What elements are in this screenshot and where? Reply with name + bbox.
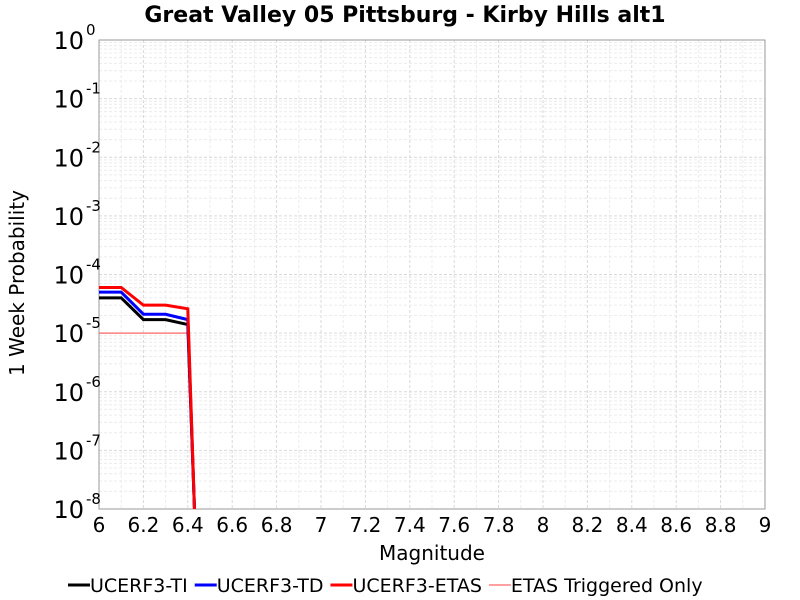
y-tick-exponent: -5	[86, 314, 101, 332]
y-tick-exponent: 0	[86, 21, 96, 39]
y-tick-label: 10 0	[53, 21, 95, 55]
x-tick-label: 7.6	[438, 513, 470, 537]
y-tick-label: 10 -4	[53, 256, 101, 290]
x-axis-label: Magnitude	[379, 541, 485, 565]
series-layer	[99, 286, 196, 510]
y-tick-base: 10	[53, 144, 84, 172]
y-tick-base: 10	[53, 262, 84, 290]
x-tick-label: 6.6	[216, 513, 248, 537]
x-tick-label: 8.8	[705, 513, 737, 537]
x-tick-label: 6.2	[127, 513, 159, 537]
y-tick-exponent: -4	[86, 256, 101, 274]
x-tick-label: 6.4	[172, 513, 204, 537]
y-tick-label: 10 -8	[53, 490, 101, 524]
y-tick-label: 10 -6	[53, 373, 101, 407]
x-tick-label: 7	[315, 513, 328, 537]
y-tick-base: 10	[53, 437, 84, 465]
y-tick-label: 10 -7	[53, 431, 101, 465]
x-tick-label: 8.6	[660, 513, 692, 537]
x-tick-label: 7.4	[394, 513, 426, 537]
y-tick-exponent: -1	[86, 80, 101, 98]
legend-label: UCERF3-ETAS	[352, 575, 481, 597]
y-tick-exponent: -2	[86, 138, 101, 156]
y-tick-label: 10 -2	[53, 138, 101, 172]
grid	[98, 40, 766, 510]
x-tick-label: 6	[93, 513, 106, 537]
y-tick-label: 10 -3	[53, 197, 101, 231]
plot-area-border	[98, 39, 766, 510]
y-tick-base: 10	[53, 320, 84, 348]
legend-label: UCERF3-TI	[90, 575, 188, 597]
series-line-ucerf3-etas	[99, 286, 196, 510]
y-tick-base: 10	[53, 203, 84, 231]
y-tick-exponent: -8	[86, 490, 101, 508]
legend-label: ETAS Triggered Only	[511, 575, 703, 597]
x-tick-label: 9	[759, 513, 772, 537]
x-tick-label: 7.2	[349, 513, 381, 537]
y-tick-exponent: -7	[86, 431, 101, 449]
y-tick-exponent: -3	[86, 197, 101, 215]
y-tick-label: 10 -1	[53, 80, 101, 114]
y-tick-base: 10	[53, 86, 84, 114]
x-tick-label: 8.4	[616, 513, 648, 537]
y-tick-base: 10	[53, 379, 84, 407]
x-tick-label: 7.8	[483, 513, 515, 537]
y-axis-label: 1 Week Probability	[5, 190, 29, 376]
y-tick-base: 10	[53, 496, 84, 524]
y-tick-label: 10 -5	[53, 314, 101, 348]
legend-label: UCERF3-TD	[217, 575, 324, 597]
chart-title: Great Valley 05 Pittsburg - Kirby Hills …	[144, 3, 665, 28]
x-tick-label: 8	[537, 513, 550, 537]
y-tick-exponent: -6	[86, 373, 101, 391]
legend: UCERF3-TI UCERF3-TD UCERF3-ETAS ETAS Trigge…	[68, 575, 703, 597]
x-tick-label: 6.8	[261, 513, 293, 537]
x-tick-label: 8.2	[571, 513, 603, 537]
y-tick-base: 10	[53, 27, 84, 55]
x-ticks: 6 6.2 6.4 6.6 6.8 7 7.2 7.4 7.6 7.8 8 8.2 8.4 8.6 8.8 9	[93, 513, 772, 537]
series-line-ucerf3-ti	[99, 296, 196, 510]
